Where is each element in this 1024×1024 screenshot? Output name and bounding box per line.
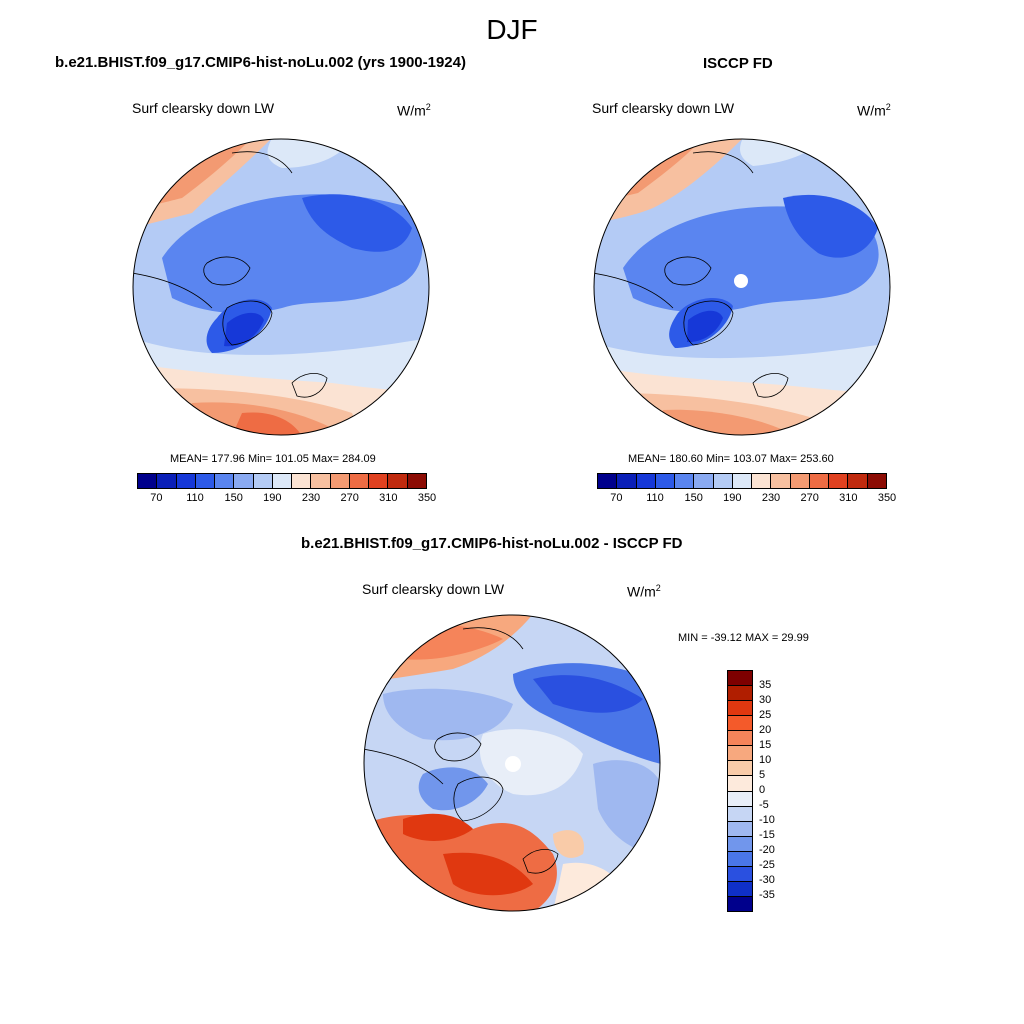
diff-colorbar-swatch: [728, 701, 752, 717]
obs-colorbar-tick-label: 110: [646, 492, 664, 504]
obs-colorbar-swatch: [848, 474, 868, 488]
diff-colorbar-ticks: 35 30 25 20 15 10 5 0 -5 -10 -15 -20 -25 -30 -35: [759, 670, 799, 910]
model-colorbar-swatch: [215, 474, 235, 488]
obs-colorbar-swatch: [675, 474, 695, 488]
model-colorbar-swatch: [349, 474, 370, 488]
diff-colorbar-tick-label: -10: [759, 814, 775, 826]
diff-variable-label: Surf clearsky down LW: [362, 581, 505, 597]
obs-panel-title: ISCCP FD: [703, 55, 773, 72]
diff-colorbar-swatch: [728, 686, 752, 702]
model-colorbar-tick-label: 190: [263, 492, 282, 504]
model-colorbar-swatch: [253, 474, 273, 488]
model-polar-map: [132, 138, 430, 436]
obs-colorbar-swatch: [713, 474, 733, 488]
obs-colorbar-swatch: [655, 474, 676, 488]
model-colorbar-swatch: [176, 474, 196, 488]
model-colorbar: 70 110 150 190 230 270 310 350: [137, 473, 436, 505]
model-variable-label: Surf clearsky down LW: [132, 100, 275, 116]
diff-colorbar-swatch: [728, 851, 752, 867]
obs-colorbar-tick-label: 190: [723, 492, 742, 504]
diff-colorbar-swatch: [728, 776, 752, 792]
model-colorbar-tick-label: 150: [224, 492, 243, 504]
obs-colorbar-swatch: [790, 474, 810, 488]
diff-colorbar-tick-label: -25: [759, 859, 775, 871]
obs-colorbar-swatch: [867, 474, 886, 488]
diff-colorbar-tick-label: 15: [759, 739, 772, 751]
diff-stats: MIN = -39.12 MAX = 29.99: [678, 632, 809, 644]
diff-colorbar-swatch: [728, 671, 752, 687]
obs-colorbar-tick-label: 310: [839, 492, 858, 504]
diff-colorbar-tick-label: 20: [759, 724, 772, 736]
model-colorbar-swatch: [311, 474, 331, 488]
diff-colorbar-swatch: [728, 881, 752, 897]
obs-colorbar: 70 110 150 190 230 270 310 350: [597, 473, 896, 505]
obs-colorbar-tick-label: 70: [610, 492, 623, 504]
obs-polar-map: [593, 138, 891, 436]
diff-units-label: W/m2: [627, 583, 661, 600]
obs-stats: MEAN= 180.60 Min= 103.07 Max= 253.60: [628, 453, 834, 465]
obs-colorbar-tick-label: 270: [800, 492, 819, 504]
diff-colorbar-tick-label: 5: [759, 769, 766, 781]
model-colorbar-swatch: [234, 474, 254, 488]
diff-polar-map: [363, 614, 661, 912]
diff-colorbar-swatch: [728, 791, 752, 807]
model-colorbar-tick-label: 310: [379, 492, 398, 504]
diff-colorbar-tick-label: 35: [759, 679, 772, 691]
model-colorbar-swatch: [407, 474, 426, 488]
diff-colorbar-tick-label: 0: [759, 784, 766, 796]
model-panel-title: b.e21.BHIST.f09_g17.CMIP6-hist-noLu.002 …: [55, 54, 466, 71]
diff-colorbar-swatch: [728, 896, 752, 911]
diff-panel-title: b.e21.BHIST.f09_g17.CMIP6-hist-noLu.002 …: [301, 535, 683, 552]
diff-colorbar-swatch: [728, 866, 752, 882]
model-colorbar-tick-label: 70: [150, 492, 163, 504]
obs-colorbar-swatch: [617, 474, 637, 488]
diff-colorbar-swatch: [728, 761, 752, 777]
model-colorbar-swatch: [369, 474, 389, 488]
diff-colorbar-swatch: [728, 821, 752, 837]
diff-colorbar-tick-label: 25: [759, 709, 772, 721]
figure-title: DJF: [486, 14, 538, 45]
diff-colorbar-swatch: [728, 746, 752, 762]
model-colorbar-swatch: [138, 474, 158, 488]
diff-colorbar-tick-label: -35: [759, 889, 775, 901]
diff-colorbar-tick-label: -30: [759, 874, 775, 886]
model-colorbar-swatch: [157, 474, 177, 488]
diff-colorbar-tick-label: -20: [759, 844, 775, 856]
diff-colorbar-tick-label: 10: [759, 754, 772, 766]
model-colorbar-swatch: [330, 474, 350, 488]
model-colorbar-swatch: [272, 474, 293, 488]
diff-colorbar-tick-label: -15: [759, 829, 775, 841]
obs-colorbar-swatch: [636, 474, 656, 488]
obs-colorbar-swatch: [732, 474, 753, 488]
diff-colorbar-swatch: [728, 806, 752, 822]
obs-colorbar-swatch: [829, 474, 849, 488]
model-colorbar-swatch: [292, 474, 312, 488]
diff-colorbar-swatch: [728, 716, 752, 732]
obs-colorbar-swatch: [809, 474, 830, 488]
model-units-label: W/m2: [397, 102, 431, 119]
model-colorbar-swatch: [195, 474, 216, 488]
diff-colorbar-swatch: [728, 836, 752, 852]
diff-colorbar-tick-label: 30: [759, 694, 772, 706]
obs-units-label: W/m2: [857, 102, 891, 119]
obs-colorbar-swatch: [694, 474, 714, 488]
model-colorbar-swatch: [388, 474, 408, 488]
model-colorbar-tick-label: 230: [301, 492, 321, 504]
model-colorbar-tick-label: 350: [417, 492, 437, 504]
model-stats: MEAN= 177.96 Min= 101.05 Max= 284.09: [170, 453, 376, 465]
obs-colorbar-swatch: [771, 474, 791, 488]
diff-colorbar-tick-label: -5: [759, 799, 769, 811]
obs-colorbar-tick-label: 350: [877, 492, 897, 504]
obs-colorbar-tick-label: 150: [684, 492, 703, 504]
diff-colorbar: [727, 670, 753, 912]
diff-colorbar-swatch: [728, 731, 752, 747]
obs-colorbar-tick-label: 230: [761, 492, 781, 504]
obs-variable-label: Surf clearsky down LW: [592, 100, 735, 116]
obs-colorbar-swatch: [598, 474, 618, 488]
model-colorbar-tick-label: 270: [340, 492, 359, 504]
obs-colorbar-swatch: [752, 474, 772, 488]
model-colorbar-tick-label: 110: [186, 492, 204, 504]
